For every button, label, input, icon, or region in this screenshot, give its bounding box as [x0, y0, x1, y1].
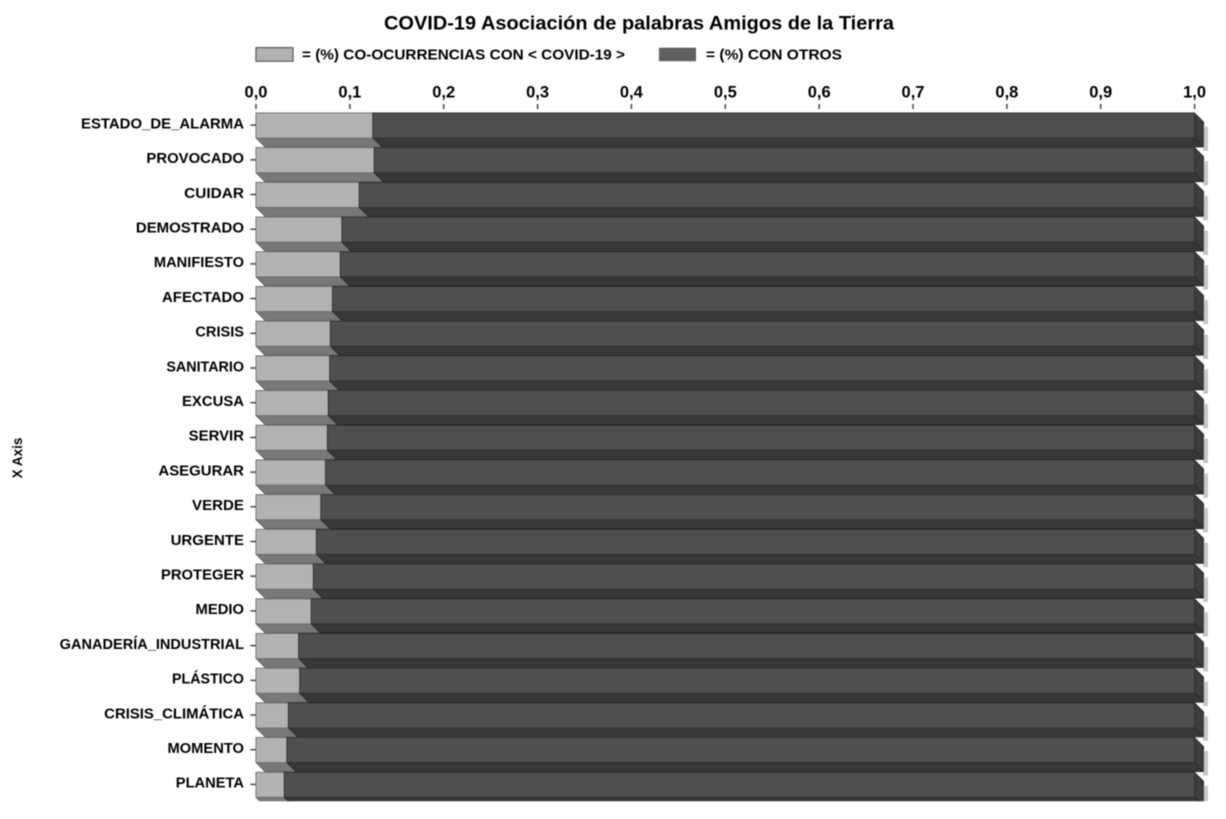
svg-text:VERDE: VERDE [192, 498, 244, 514]
svg-text:= (%) CO-OCURRENCIAS CON <: = (%) CO-OCURRENCIAS CON < COVID-19 > [302, 46, 625, 63]
svg-text:ASEGURAR: ASEGURAR [158, 463, 244, 479]
svg-text:URGENTE: URGENTE [171, 533, 244, 549]
svg-text:PLÁSTICO: PLÁSTICO [172, 671, 244, 688]
svg-text:0,5: 0,5 [714, 84, 737, 102]
svg-text:0,3: 0,3 [526, 84, 549, 102]
svg-text:COVID-19 Asociación de palabra: COVID-19 Asociación de palabras Amigos d… [384, 14, 894, 35]
svg-text:X Axis: X Axis [10, 438, 25, 479]
svg-text:SERVIR: SERVIR [189, 429, 245, 445]
svg-text:1,0: 1,0 [1183, 84, 1206, 102]
svg-text:0,2: 0,2 [432, 84, 455, 102]
svg-text:GANADERÍA_INDUSTRIAL: GANADERÍA_INDUSTRIAL [60, 636, 245, 653]
svg-text:DEMOSTRADO: DEMOSTRADO [136, 221, 244, 237]
svg-text:MOMENTO: MOMENTO [168, 741, 245, 757]
svg-text:0,7: 0,7 [902, 84, 925, 102]
svg-text:0,8: 0,8 [995, 84, 1018, 102]
svg-text:SANITARIO: SANITARIO [166, 359, 244, 375]
svg-text:0,0: 0,0 [245, 84, 268, 102]
svg-text:MEDIO: MEDIO [196, 602, 245, 618]
svg-text:0,6: 0,6 [808, 84, 831, 102]
svg-text:PLANETA: PLANETA [176, 776, 244, 792]
svg-text:MANIFIESTO: MANIFIESTO [154, 255, 244, 271]
svg-text:ESTADO_DE_ALARMA: ESTADO_DE_ALARMA [81, 116, 244, 132]
svg-text:0,9: 0,9 [1089, 84, 1112, 102]
svg-text:= (%) CON OTROS: = (%) CON OTROS [706, 46, 842, 63]
svg-text:CRISIS_CLIMÁTICA: CRISIS_CLIMÁTICA [104, 705, 244, 722]
svg-text:EXCUSA: EXCUSA [182, 394, 244, 410]
svg-text:CRISIS: CRISIS [195, 325, 244, 341]
svg-text:0,4: 0,4 [620, 84, 644, 102]
svg-text:CUIDAR: CUIDAR [184, 186, 245, 202]
svg-text:0,1: 0,1 [338, 84, 361, 102]
svg-text:PROTEGER: PROTEGER [161, 568, 245, 584]
svg-text:PROVOCADO: PROVOCADO [146, 151, 244, 167]
svg-text:AFECTADO: AFECTADO [162, 290, 244, 306]
